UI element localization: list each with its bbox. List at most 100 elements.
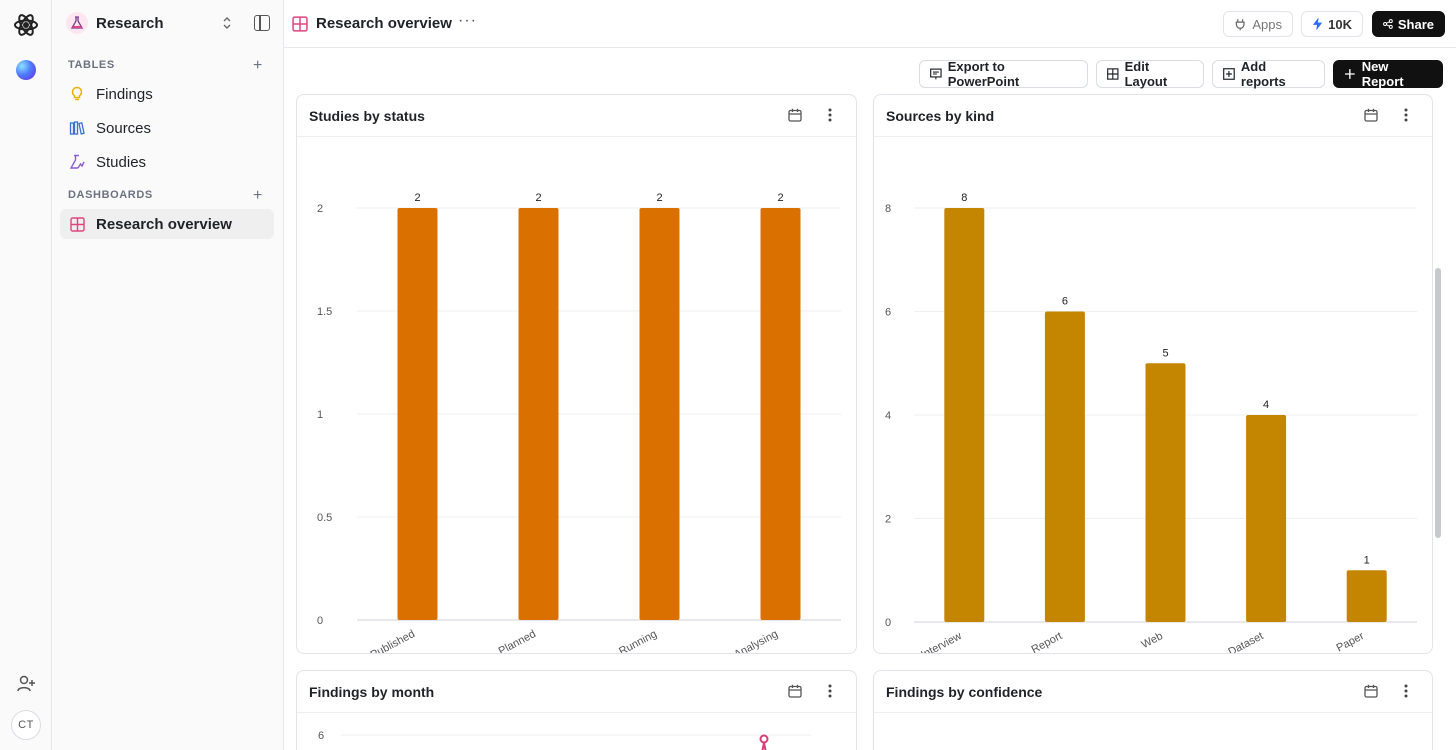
findings-line-chart: 6 bbox=[318, 730, 811, 750]
kebab-menu-icon[interactable] bbox=[828, 683, 832, 699]
bar-value-label: 2 bbox=[535, 192, 541, 204]
share-label: Share bbox=[1397, 16, 1434, 32]
more-options-icon[interactable]: ··· bbox=[458, 12, 477, 29]
flask-chart-icon bbox=[68, 153, 86, 171]
bar-value-label: 6 bbox=[1062, 296, 1068, 308]
export-label: Export to PowerPoint bbox=[947, 59, 1020, 89]
chevron-updown-icon bbox=[223, 17, 231, 29]
x-tick-label: Report bbox=[1030, 630, 1065, 654]
lightbulb-icon bbox=[68, 85, 86, 103]
sidebar-item-research-overview[interactable]: Research overview bbox=[60, 209, 274, 239]
bar bbox=[518, 208, 559, 620]
data-point bbox=[759, 734, 769, 744]
sources-bar-chart: 0 2 4 6 8 8 Interview 6 Report 5 Web 4 Dataset 1 Paper bbox=[885, 192, 1417, 654]
y-tick-label: 1.5 bbox=[317, 306, 332, 318]
credits-label: 10K bbox=[1328, 16, 1352, 32]
findings-by-month-card: Findings by month 6 bbox=[296, 670, 857, 750]
workspace-name: Research bbox=[96, 14, 164, 32]
ai-orb-icon[interactable] bbox=[16, 60, 36, 80]
calendar-icon[interactable] bbox=[1364, 108, 1378, 122]
y-tick-label: 2 bbox=[317, 203, 323, 215]
card-title: Sources by kind bbox=[886, 108, 995, 124]
add-dashboard-button[interactable]: + bbox=[253, 187, 263, 204]
credits-button[interactable]: 10K bbox=[1301, 11, 1363, 37]
x-tick-label: Paper bbox=[1335, 630, 1367, 654]
header: Research overview ··· Apps 10K Share bbox=[284, 0, 1456, 48]
layout-grid-icon bbox=[1107, 68, 1119, 80]
sidebar-toggle-icon[interactable] bbox=[254, 15, 270, 31]
sidebar-item-label: Findings bbox=[96, 85, 153, 103]
add-reports-button[interactable]: Add reports bbox=[1212, 59, 1325, 89]
plus-icon bbox=[1344, 69, 1355, 79]
add-box-icon bbox=[1223, 68, 1235, 80]
invite-user-icon[interactable] bbox=[16, 674, 36, 694]
edit-layout-button[interactable]: Edit Layout bbox=[1096, 59, 1204, 89]
presentation-icon bbox=[930, 68, 942, 80]
dashboard-canvas: Export to PowerPoint Edit Layout Add rep… bbox=[284, 48, 1456, 750]
series-line bbox=[761, 742, 767, 750]
card-header: Findings by confidence bbox=[874, 671, 1432, 713]
apps-label: Apps bbox=[1252, 16, 1282, 32]
export-powerpoint-button[interactable]: Export to PowerPoint bbox=[919, 59, 1088, 89]
studies-by-status-card: Studies by status 0 0.5 1 1.5 2 2 Published 2 Pl… bbox=[296, 94, 857, 654]
x-tick-label: Planned bbox=[497, 628, 538, 654]
sidebar-item-label: Research overview bbox=[96, 215, 232, 233]
x-tick-label: Published bbox=[369, 628, 417, 654]
card-title: Findings by confidence bbox=[886, 684, 1043, 700]
sidebar-item-sources[interactable]: Sources bbox=[60, 113, 274, 143]
y-tick-label: 8 bbox=[885, 203, 891, 215]
bar bbox=[397, 208, 438, 620]
calendar-icon[interactable] bbox=[1364, 684, 1378, 698]
kebab-menu-icon[interactable] bbox=[828, 107, 832, 123]
sidebar: Research TABLES + Findings Sources Studi… bbox=[52, 0, 284, 750]
calendar-icon[interactable] bbox=[788, 108, 802, 122]
books-icon bbox=[68, 119, 86, 137]
x-tick-label: Web bbox=[1139, 630, 1164, 651]
x-tick-label: Analysing bbox=[732, 628, 780, 654]
bar-value-label: 5 bbox=[1162, 347, 1168, 359]
bar bbox=[1346, 570, 1387, 622]
y-tick-label: 6 bbox=[885, 307, 891, 319]
dashboard-grid-icon bbox=[292, 16, 308, 32]
kebab-menu-icon[interactable] bbox=[1404, 107, 1408, 123]
calendar-icon[interactable] bbox=[788, 684, 802, 698]
apps-button[interactable]: Apps bbox=[1223, 11, 1293, 37]
y-tick-label: 1 bbox=[317, 409, 323, 421]
card-title: Studies by status bbox=[309, 108, 425, 124]
x-tick-label: Interview bbox=[919, 630, 964, 654]
add-table-button[interactable]: + bbox=[253, 57, 263, 74]
bar bbox=[1246, 415, 1287, 622]
app-rail: CT bbox=[0, 0, 52, 750]
edit-layout-label: Edit Layout bbox=[1124, 59, 1168, 89]
card-header: Studies by status bbox=[297, 95, 856, 137]
bar bbox=[1044, 311, 1085, 622]
sidebar-item-label: Studies bbox=[96, 153, 147, 171]
bar-value-label: 2 bbox=[656, 192, 662, 204]
workspace-switcher[interactable]: Research bbox=[66, 10, 234, 36]
new-report-button[interactable]: New Report bbox=[1333, 59, 1443, 89]
add-reports-label: Add reports bbox=[1240, 59, 1286, 89]
user-avatar[interactable]: CT bbox=[11, 710, 41, 740]
plug-icon bbox=[1235, 18, 1245, 30]
page-title: Research overview bbox=[316, 15, 452, 32]
y-tick-label: 0 bbox=[885, 617, 891, 629]
x-tick-label: Dataset bbox=[1226, 630, 1265, 654]
share-icon bbox=[1383, 19, 1393, 29]
sidebar-item-findings[interactable]: Findings bbox=[60, 79, 274, 109]
kebab-menu-icon[interactable] bbox=[1404, 683, 1408, 699]
card-header: Sources by kind bbox=[874, 95, 1432, 137]
bar bbox=[760, 208, 801, 620]
sidebar-item-studies[interactable]: Studies bbox=[60, 147, 274, 177]
bar-value-label: 8 bbox=[961, 192, 967, 204]
y-tick-label: 2 bbox=[885, 514, 891, 526]
app-logo-icon[interactable] bbox=[13, 12, 39, 38]
y-tick-label: 0 bbox=[317, 615, 323, 627]
bar-value-label: 4 bbox=[1263, 399, 1269, 411]
tables-section-label: TABLES bbox=[68, 59, 115, 71]
share-button[interactable]: Share bbox=[1372, 11, 1445, 37]
studies-bar-chart: 0 0.5 1 1.5 2 2 Published 2 Planned 2 Running 2 Anal… bbox=[317, 192, 841, 654]
bar-value-label: 2 bbox=[777, 192, 783, 204]
main-scrollbar[interactable] bbox=[1435, 268, 1441, 538]
lightning-icon bbox=[1312, 17, 1323, 31]
card-title: Findings by month bbox=[309, 684, 435, 700]
